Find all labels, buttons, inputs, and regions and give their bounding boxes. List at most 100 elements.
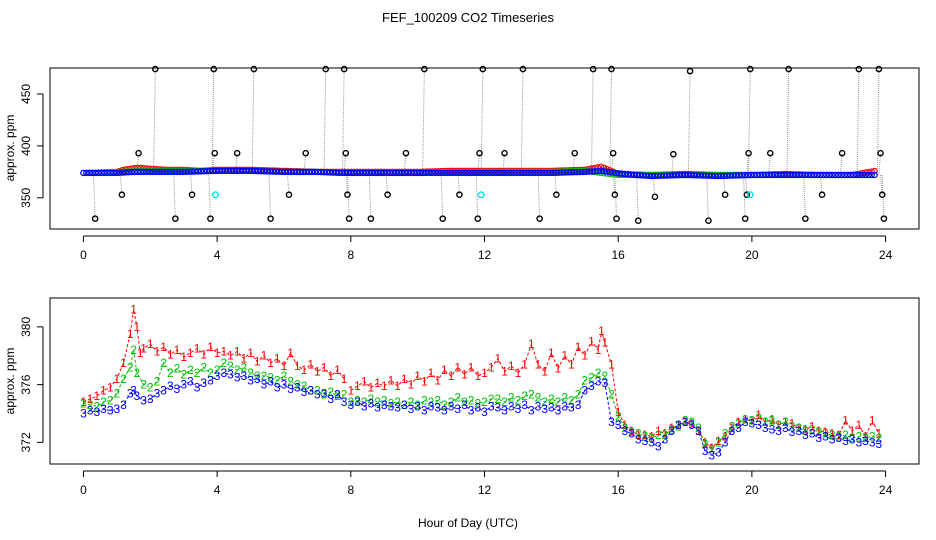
top-spike-point — [210, 65, 218, 73]
top-series-3-point — [378, 169, 385, 177]
bottom-series-2-marker: 2 — [795, 421, 802, 435]
top-series-3-point — [113, 169, 120, 177]
bottom-series-1-marker: 1 — [200, 347, 207, 361]
top-series-3-point — [161, 168, 168, 176]
top-series-3-point — [537, 169, 544, 177]
bottom-series-2-marker: 2 — [675, 419, 682, 433]
top-series-3-point — [763, 171, 770, 179]
bottom-series-2-marker: 2 — [695, 421, 702, 435]
top-series-3-point — [799, 171, 806, 179]
top-series-3-point — [275, 168, 283, 175]
bottom-series-1-marker: 1 — [167, 347, 174, 361]
bottom-series-3-marker: 3 — [869, 435, 876, 449]
bottom-series-3-marker: 3 — [281, 378, 288, 392]
bottom-series-3-marker: 3 — [361, 399, 368, 413]
bottom-series-3-marker: 3 — [167, 379, 174, 393]
top-series-3-point — [80, 169, 87, 177]
bottom-series-1-marker: 1 — [655, 424, 662, 438]
bottom-series-2-marker: 2 — [802, 424, 809, 438]
bottom-series-2-marker: 2 — [876, 431, 883, 445]
bottom-series-1-marker: 1 — [642, 428, 649, 442]
bottom-series-1-marker: 1 — [361, 375, 368, 389]
top-series-3-point — [329, 169, 337, 176]
top-y-ticks: 350 400 450 — [19, 84, 44, 208]
bottom-series-1-marker: 1 — [93, 389, 100, 403]
bottom-series-3-marker: 3 — [294, 380, 301, 394]
top-spike-point — [421, 65, 428, 73]
bottom-panel-frame — [49, 297, 920, 465]
bottom-series-3-marker: 3 — [434, 401, 441, 415]
bottom-series-3-marker: 3 — [130, 383, 137, 397]
top-series-3-point — [483, 169, 490, 177]
bottom-y-ticks: 372 376 380 — [19, 317, 44, 452]
top-series-3-point — [468, 169, 475, 177]
bottom-series-2-marker: 2 — [775, 418, 782, 432]
bottom-series-3-line — [83, 372, 880, 456]
top-spike-point — [855, 65, 863, 73]
top-series-3-point — [134, 168, 141, 176]
bottom-series-1-marker: 1 — [180, 350, 187, 364]
top-series-3-point — [793, 171, 800, 179]
top-series-3-point — [239, 167, 247, 175]
top-series-3-point — [146, 168, 153, 176]
bottom-series-3-marker: 3 — [595, 375, 602, 389]
top-spike-connector — [786, 69, 790, 175]
top-spike-point — [267, 215, 274, 222]
top-series-3-point — [212, 167, 219, 175]
bottom-series-3-marker: 3 — [722, 435, 729, 449]
top-series-3-point — [573, 168, 580, 176]
bottom-series-1-marker: 1 — [822, 425, 829, 439]
bottom-series-2-marker: 2 — [702, 437, 709, 451]
bottom-series-3-marker: 3 — [120, 398, 127, 412]
top-spike-connector — [477, 153, 480, 173]
bottom-series-2-marker: 2 — [715, 435, 722, 449]
bottom-x-ticks: 0 4 8 12 16 20 24 — [80, 470, 893, 497]
bottom-series-2-marker: 2 — [782, 415, 789, 429]
top-series-3-point — [510, 169, 517, 177]
top-spike-point — [553, 191, 560, 199]
bottom-series-1-marker: 1 — [735, 415, 742, 429]
top-spike-point — [367, 215, 375, 222]
top-series-3-point — [188, 168, 195, 175]
top-spike-connector — [92, 172, 96, 219]
bottom-series-3-marker: 3 — [715, 445, 722, 459]
bottom-series-3-marker: 3 — [180, 378, 187, 392]
bottom-series-1-marker: 1 — [842, 414, 849, 428]
bottom-series-3-marker: 3 — [541, 402, 548, 416]
top-spike-connector — [208, 171, 211, 219]
bottom-series-2-marker: 2 — [361, 395, 368, 409]
top-series-3-point — [263, 168, 271, 175]
top-series-3-point — [669, 172, 677, 179]
bottom-series-2-marker: 2 — [130, 343, 137, 357]
top-spike-point — [705, 217, 712, 224]
top-series-3-point — [200, 168, 207, 175]
top-series-3-point — [260, 168, 268, 175]
top-series-3-point — [218, 167, 225, 175]
top-series-3-point — [83, 169, 90, 177]
bottom-series-3-marker: 3 — [695, 424, 702, 438]
bottom-series-3-marker: 3 — [608, 415, 615, 429]
bottom-series-2-marker: 2 — [274, 373, 281, 387]
top-series-3-point — [236, 167, 244, 175]
bottom-series-2-marker: 2 — [528, 388, 535, 402]
top-spike-connector — [475, 172, 479, 219]
top-y-tick-label: 450 — [19, 84, 33, 104]
top-series-3-point — [125, 168, 132, 176]
bottom-series-1-marker: 1 — [682, 415, 689, 429]
top-series-3-point — [627, 171, 635, 178]
bottom-series-1-marker: 1 — [434, 373, 441, 387]
top-series-3-point — [612, 169, 620, 177]
top-series-3-point — [432, 169, 439, 177]
top-series-3-point — [808, 171, 815, 179]
bottom-series-3-marker: 3 — [307, 383, 314, 397]
top-series-3-point — [341, 169, 349, 177]
top-series-3-point — [552, 169, 559, 176]
top-spike-point — [91, 215, 99, 222]
bottom-series-3-marker: 3 — [301, 385, 308, 399]
top-series-3-point — [338, 169, 346, 177]
bottom-series-2-marker: 2 — [287, 375, 294, 389]
bottom-series-2-marker: 2 — [281, 369, 288, 383]
bottom-series-3-marker: 3 — [347, 398, 354, 412]
top-spike-connector — [368, 172, 372, 219]
bottom-series-1-marker: 1 — [568, 357, 575, 371]
